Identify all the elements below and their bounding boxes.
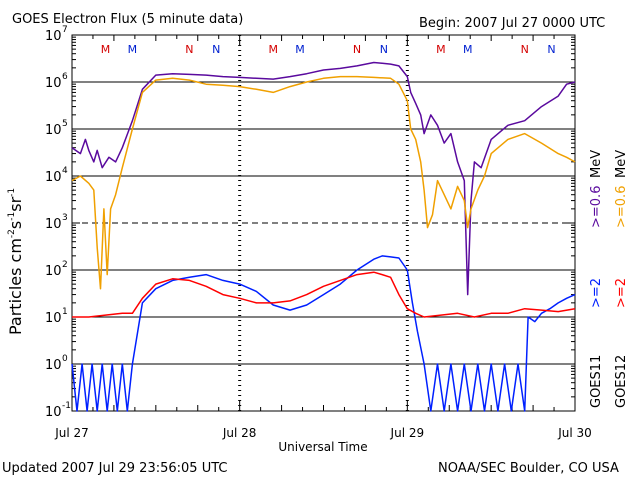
chart-title: GOES Electron Flux (5 minute data) xyxy=(12,12,243,27)
y-tick-label: 10 xyxy=(45,405,62,420)
marker-label: M xyxy=(268,43,278,56)
marker-label: N xyxy=(547,43,555,56)
legend-goes11-label: GOES11 xyxy=(589,355,604,408)
credit-text: NOAA/SEC Boulder, CO USA xyxy=(438,461,619,476)
updated-timestamp: Updated 2007 Jul 29 23:56:05 UTC xyxy=(2,461,227,476)
marker-label: N xyxy=(353,43,361,56)
legend-goes11-gt2: >=2 xyxy=(589,278,604,308)
legend-goes12-gt2: >=2 xyxy=(614,278,629,308)
y-tick-exponent: 3 xyxy=(62,213,68,223)
y-tick-exponent: -1 xyxy=(62,401,71,411)
y-tick-label: 10 xyxy=(45,217,62,232)
grid-lines xyxy=(72,81,575,365)
y-tick-exponent: 7 xyxy=(62,25,68,35)
begin-timestamp: Begin: 2007 Jul 27 0000 UTC xyxy=(419,16,605,31)
marker-label: M xyxy=(463,43,473,56)
y-tick-exponent: 5 xyxy=(62,119,68,129)
x-tick-label: Jul 27 xyxy=(54,426,89,440)
legend-goes11: GOES11 >=2 >=0.6 MeV xyxy=(589,150,604,408)
y-tick-label: 10 xyxy=(45,311,62,326)
y-label-exp-3: -1 xyxy=(7,188,17,197)
marker-label: N xyxy=(185,43,193,56)
marker-label: N xyxy=(380,43,388,56)
marker-label: M xyxy=(295,43,305,56)
x-tick-label: Jul 30 xyxy=(557,426,592,440)
x-axis-ticks: Jul 27 Jul 28 Jul 29 Jul 30 xyxy=(54,35,592,440)
y-tick-exponent: 1 xyxy=(62,307,68,317)
y-tick-label: 10 xyxy=(45,29,62,44)
y-label-main: Particles cm xyxy=(6,238,25,335)
y-tick-label: 10 xyxy=(45,76,62,91)
series-line xyxy=(71,255,576,412)
y-tick-exponent: 6 xyxy=(62,72,68,82)
legend-unit-top: MeV xyxy=(589,150,604,178)
y-label-exp-2: -1 xyxy=(7,212,17,221)
legend-goes11-gt06: >=0.6 xyxy=(589,186,604,228)
x-axis-label: Universal Time xyxy=(278,440,367,454)
marker-label: N xyxy=(212,43,220,56)
y-tick-label: 10 xyxy=(45,358,62,373)
marker-label: M xyxy=(436,43,446,56)
legend-goes12-gt06: >=0.6 xyxy=(614,186,629,228)
legend-unit-bottom: MeV xyxy=(614,150,629,178)
legend-goes12-label: GOES12 xyxy=(614,355,629,408)
y-tick-exponent: 4 xyxy=(62,166,68,176)
y-axis-label: Particles cm -2 s -1 sr -1 xyxy=(6,188,25,335)
x-tick-label: Jul 29 xyxy=(390,426,425,440)
legend-goes12: GOES12 >=2 >=0.6 MeV xyxy=(614,150,629,408)
y-tick-label: 10 xyxy=(45,264,62,279)
y-tick-label: 10 xyxy=(45,170,62,185)
marker-label: M xyxy=(128,43,138,56)
series-line xyxy=(72,271,576,318)
y-label-sr: sr xyxy=(6,196,25,211)
y-label-s: s xyxy=(6,221,25,229)
marker-label: N xyxy=(521,43,529,56)
series-line xyxy=(71,75,576,290)
y-label-exp-1: -2 xyxy=(7,229,17,238)
marker-label: M xyxy=(101,43,111,56)
y-tick-exponent: 2 xyxy=(62,260,68,270)
y-tick-exponent: 0 xyxy=(62,354,68,364)
y-tick-label: 10 xyxy=(45,123,62,138)
series-line xyxy=(71,61,576,296)
x-tick-label: Jul 28 xyxy=(222,426,257,440)
data-series xyxy=(71,61,576,412)
